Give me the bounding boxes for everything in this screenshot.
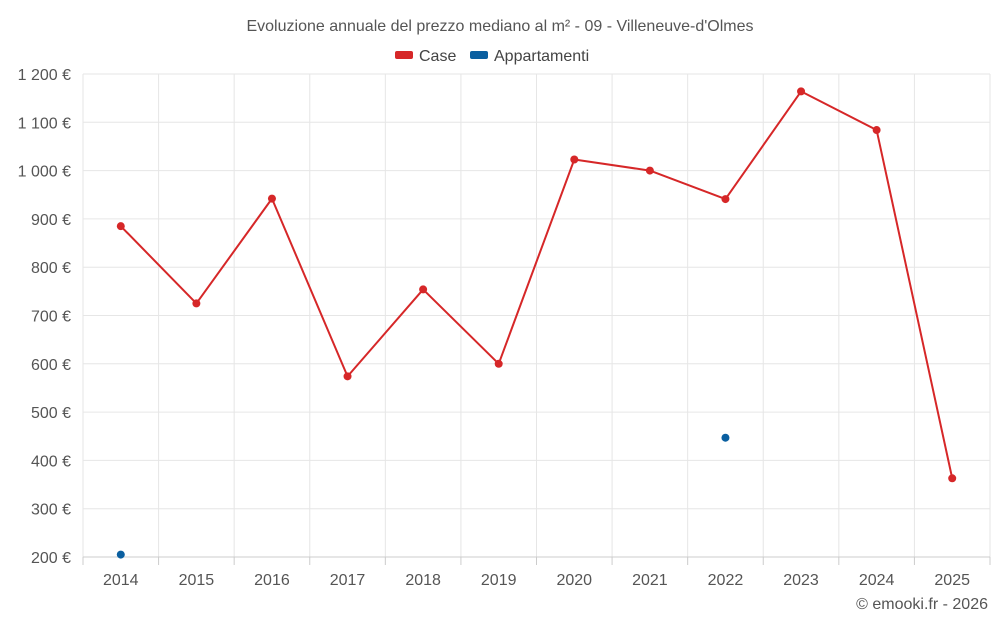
x-tick-label: 2022 [708,572,744,589]
data-point-case-2016[interactable] [267,194,276,203]
credit: © emooki.fr - 2026 [856,596,988,613]
x-tick-label: 2015 [179,572,215,589]
legend-swatch-appartamenti [470,51,488,59]
y-tick-label: 900 € [31,212,71,229]
y-tick-label: 500 € [31,405,71,422]
x-tick-label: 2014 [103,572,139,589]
data-point-case-2022[interactable] [721,195,730,204]
x-tick-label: 2018 [405,572,441,589]
series-lines [120,90,954,479]
x-tick-label: 2019 [481,572,517,589]
y-tick-label: 700 € [31,309,71,326]
data-point-case-2014[interactable] [116,222,125,231]
y-tick-label: 1 200 € [18,67,71,84]
x-axis: 2014 2015 2016 2017 2018 2019 2020 2021 2022 2023… [82,556,991,589]
data-point-case-2019[interactable] [494,359,503,368]
x-tick-label: 2016 [254,572,290,589]
data-point-case-2015[interactable] [192,299,201,308]
data-point-case-2025[interactable] [948,474,957,483]
legend-label-appartamenti: Appartamenti [494,48,589,65]
y-tick-label: 400 € [31,453,71,470]
grid [82,73,991,558]
y-tick-label: 1 100 € [18,115,71,132]
legend-swatch-case [395,51,413,59]
y-axis: 200 € 300 € 400 € 500 € 600 € 700 € 800 € 900 €… [18,67,71,567]
x-tick-label: 2020 [556,572,592,589]
legend-item-appartamenti[interactable]: Appartamenti [470,48,589,65]
y-tick-label: 300 € [31,502,71,519]
data-point-case-2017[interactable] [343,372,352,381]
series-points [116,87,957,559]
legend: Case Appartamenti [395,48,589,65]
data-point-case-2023[interactable] [797,87,806,96]
x-tick-label: 2024 [859,572,895,589]
chart-title: Evoluzione annuale del prezzo mediano al… [246,18,753,35]
legend-label-case: Case [419,48,456,65]
series-line-case [120,90,954,479]
data-point-case-2020[interactable] [570,155,579,164]
data-point-case-2018[interactable] [419,285,428,294]
data-point-case-2021[interactable] [645,166,654,175]
y-tick-label: 800 € [31,260,71,277]
y-tick-label: 600 € [31,357,71,374]
data-point-appartamenti-2014[interactable] [116,550,125,559]
data-point-appartamenti-2022[interactable] [721,433,730,442]
x-tick-label: 2025 [934,572,970,589]
data-point-case-2024[interactable] [872,126,881,135]
y-tick-label: 200 € [31,550,71,567]
x-tick-label: 2023 [783,572,819,589]
y-tick-label: 1 000 € [18,164,71,181]
legend-item-case[interactable]: Case [395,48,456,65]
x-tick-label: 2021 [632,572,668,589]
x-tick-label: 2017 [330,572,366,589]
